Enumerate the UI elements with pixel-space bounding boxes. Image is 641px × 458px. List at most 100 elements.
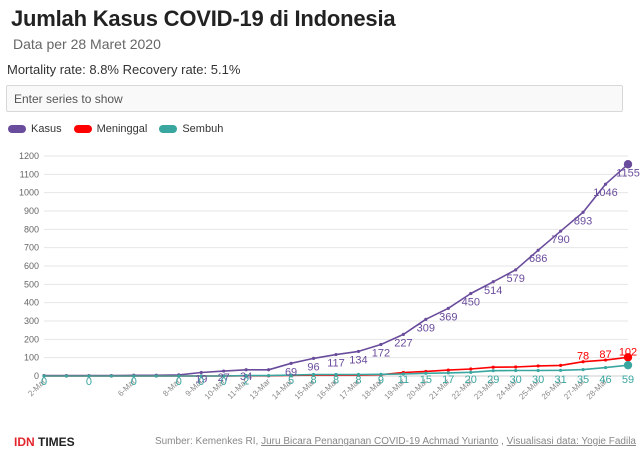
point-kasus-12 xyxy=(311,356,316,360)
point-kasus-13 xyxy=(334,352,338,357)
point-sembuh-19 xyxy=(469,370,473,374)
data-label-kasus-16: 227 xyxy=(394,337,412,349)
source-separator: , xyxy=(501,436,507,447)
data-label-kasus-15: 172 xyxy=(372,347,390,359)
data-label-meninggal-26: 102 xyxy=(619,346,637,358)
point-sembuh-13 xyxy=(334,372,338,377)
point-kasus-22 xyxy=(536,248,540,252)
data-label-sembuh-12: 8 xyxy=(310,375,316,387)
y-tick-label-800: 800 xyxy=(24,224,39,234)
data-label-sembuh-6: 0 xyxy=(176,376,182,388)
line-chart: 0100200300400500600700800900100011001200… xyxy=(19,151,640,401)
source-credit: Sumber: Kemenkes RI, Juru Bicara Penanga… xyxy=(155,436,636,447)
point-sembuh-14 xyxy=(356,372,361,377)
data-label-kasus-26: 1155 xyxy=(616,167,640,179)
point-sembuh-8 xyxy=(222,374,226,378)
point-meninggal-25 xyxy=(603,358,608,362)
point-sembuh-5 xyxy=(154,374,158,378)
data-label-sembuh-18: 17 xyxy=(442,374,454,386)
point-sembuh-17 xyxy=(424,371,428,375)
point-sembuh-6 xyxy=(177,374,181,378)
y-tick-label-300: 300 xyxy=(24,316,39,326)
point-kasus-18 xyxy=(446,306,450,310)
point-kasus-15 xyxy=(379,342,383,347)
data-label-kasus-13: 117 xyxy=(327,358,345,370)
logo-times: TIMES xyxy=(38,435,75,449)
point-meninggal-21 xyxy=(514,365,518,369)
y-tick-label-0: 0 xyxy=(34,371,39,381)
data-label-kasus-21: 579 xyxy=(507,273,525,285)
data-label-sembuh-2: 0 xyxy=(86,376,92,388)
y-tick-label-100: 100 xyxy=(24,353,39,363)
legend-item-sembuh[interactable]: Sembuh xyxy=(159,123,223,135)
data-label-sembuh-23: 31 xyxy=(554,374,566,386)
data-label-kasus-12: 96 xyxy=(307,361,319,373)
series-search-input[interactable] xyxy=(6,85,623,112)
data-label-sembuh-26: 59 xyxy=(622,374,634,386)
point-sembuh-12 xyxy=(311,372,316,377)
point-sembuh-24 xyxy=(581,367,585,372)
point-sembuh-10 xyxy=(267,374,271,378)
point-kasus-16 xyxy=(401,332,405,336)
data-label-sembuh-0: 0 xyxy=(41,376,47,388)
data-label-sembuh-25: 46 xyxy=(599,374,611,386)
data-label-kasus-17: 309 xyxy=(417,322,435,334)
point-meninggal-20 xyxy=(491,365,495,369)
point-sembuh-16 xyxy=(401,372,405,376)
data-label-sembuh-8: 0 xyxy=(221,376,227,388)
point-sembuh-18 xyxy=(446,371,450,375)
data-label-sembuh-21: 30 xyxy=(510,374,522,386)
data-label-kasus-8: 27 xyxy=(218,372,230,384)
point-kasus-8 xyxy=(222,369,226,373)
point-sembuh-23 xyxy=(559,368,563,372)
point-kasus-20 xyxy=(491,280,495,284)
point-sembuh-22 xyxy=(536,368,540,373)
y-tick-label-1000: 1000 xyxy=(19,188,39,198)
point-sembuh-9 xyxy=(244,374,248,378)
source-link-jubir[interactable]: Juru Bicara Penanganan COVID-19 Achmad Y… xyxy=(261,436,499,447)
point-kasus-19 xyxy=(469,291,473,296)
data-label-kasus-9: 34 xyxy=(240,371,252,383)
point-sembuh-11 xyxy=(289,373,293,377)
data-label-kasus-25: 1046 xyxy=(593,187,617,199)
point-meninggal-22 xyxy=(536,364,540,368)
data-label-sembuh-9: 2 xyxy=(243,376,249,388)
y-tick-label-900: 900 xyxy=(24,206,39,216)
y-tick-label-500: 500 xyxy=(24,279,39,289)
data-label-sembuh-24: 35 xyxy=(577,374,589,386)
legend-label-kasus: Kasus xyxy=(31,123,62,135)
y-tick-label-200: 200 xyxy=(24,334,39,344)
point-kasus-26 xyxy=(623,160,633,169)
data-label-kasus-23: 790 xyxy=(551,234,569,246)
data-label-sembuh-14: 8 xyxy=(355,375,361,387)
data-label-sembuh-15: 9 xyxy=(378,374,384,386)
point-kasus-24 xyxy=(581,210,585,214)
point-sembuh-7 xyxy=(199,374,203,378)
legend-item-kasus[interactable]: Kasus xyxy=(8,123,62,135)
legend-swatch-meninggal xyxy=(73,125,92,133)
data-label-sembuh-11: 5 xyxy=(288,375,294,387)
y-tick-label-600: 600 xyxy=(24,261,39,271)
point-kasus-17 xyxy=(424,317,428,321)
point-meninggal-23 xyxy=(559,363,563,367)
point-sembuh-2 xyxy=(87,374,91,378)
point-kasus-10 xyxy=(267,368,271,372)
point-sembuh-25 xyxy=(603,365,608,370)
source-link-visualisasi[interactable]: Visualisasi data: Yogie Fadila xyxy=(506,436,636,447)
point-sembuh-1 xyxy=(64,374,69,378)
point-kasus-7 xyxy=(199,370,203,375)
legend-label-meninggal: Meninggal xyxy=(96,123,148,135)
data-label-sembuh-17: 15 xyxy=(420,374,432,386)
data-label-sembuh-22: 30 xyxy=(532,374,544,386)
legend-item-meninggal[interactable]: Meninggal xyxy=(73,123,148,135)
point-kasus-23 xyxy=(559,229,563,233)
chart-legend: Kasus Meninggal Sembuh xyxy=(8,122,235,136)
chart-title: Jumlah Kasus COVID-19 di Indonesia xyxy=(11,6,396,31)
point-sembuh-0 xyxy=(42,374,46,378)
point-kasus-21 xyxy=(514,268,518,272)
point-sembuh-15 xyxy=(379,372,383,376)
source-prefix: Sumber: Kemenkes RI, xyxy=(154,436,262,447)
data-label-sembuh-7: 0 xyxy=(198,376,204,388)
data-label-kasus-18: 369 xyxy=(439,311,457,323)
point-meninggal-24 xyxy=(581,360,585,364)
